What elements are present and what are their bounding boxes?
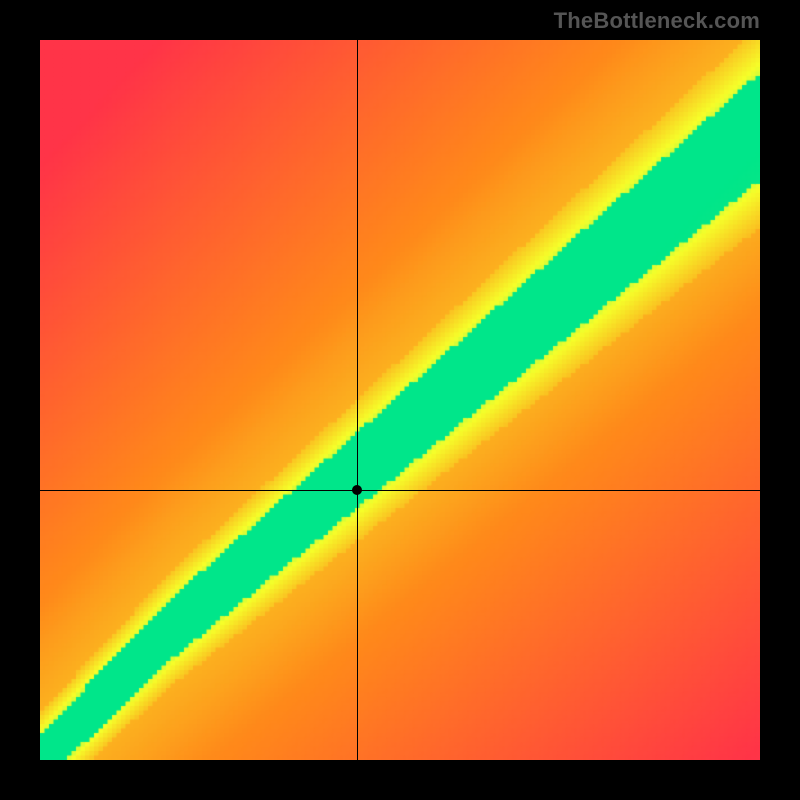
chart-container: TheBottleneck.com [0, 0, 800, 800]
plot-area [40, 40, 760, 760]
crosshair-vertical [357, 40, 358, 760]
heatmap-canvas [40, 40, 760, 760]
watermark-text: TheBottleneck.com [554, 8, 760, 34]
crosshair-horizontal [40, 490, 760, 491]
data-point-marker [352, 485, 362, 495]
